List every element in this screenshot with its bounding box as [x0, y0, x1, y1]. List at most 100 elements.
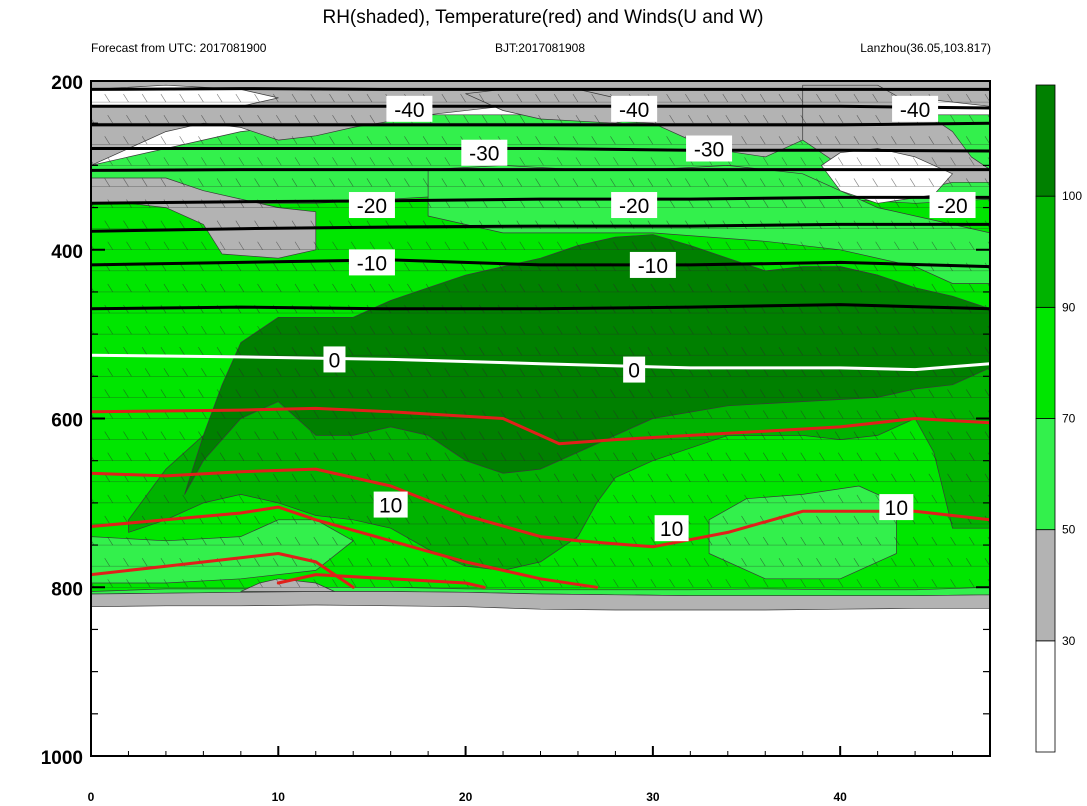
location-subtitle: Lanzhou(36.05,103.817) — [860, 41, 991, 55]
wind-barb — [198, 93, 204, 103]
wind-barb — [182, 241, 188, 250]
wind-barb — [294, 115, 301, 124]
wind-barb — [482, 579, 488, 588]
wind-barb — [759, 136, 766, 145]
wind-barb — [254, 389, 260, 398]
wind-barb — [126, 241, 132, 250]
wind-barb — [631, 325, 638, 335]
wind-barb — [894, 325, 900, 335]
wind-barb — [257, 579, 263, 588]
wind-barb — [388, 283, 394, 293]
wind-barb — [276, 494, 282, 504]
wind-barb — [819, 157, 825, 166]
wind-barb — [219, 325, 226, 335]
wind-barb — [931, 325, 938, 335]
wind-barb — [553, 347, 560, 356]
wind-barb — [894, 579, 900, 588]
wind-barb — [572, 515, 579, 525]
wind-barb — [538, 536, 544, 546]
wind-barb — [104, 515, 110, 525]
colorbar-swatch — [1035, 84, 1056, 197]
wind-barb — [631, 452, 638, 461]
wind-barb — [347, 93, 354, 103]
wind-barb — [725, 325, 732, 335]
wind-barb — [460, 93, 466, 103]
wind-barb — [931, 241, 938, 250]
isotherm-label-text: -30 — [469, 143, 499, 166]
wind-barb — [385, 136, 391, 145]
wind-barb — [254, 178, 260, 187]
wind-barb — [216, 136, 223, 145]
wind-barb — [291, 389, 298, 398]
wind-barb — [310, 178, 317, 187]
wind-barb — [591, 431, 597, 440]
wind-barb — [837, 241, 844, 250]
wind-barb — [703, 93, 710, 103]
wind-barb — [104, 220, 110, 229]
wind-barb — [912, 536, 919, 546]
wind-barb — [741, 515, 747, 525]
wind-barb — [350, 536, 357, 546]
wind-barb — [422, 473, 429, 482]
wind-barb — [332, 452, 338, 461]
wind-barb — [538, 452, 544, 461]
wind-barb — [744, 368, 750, 377]
wind-barb — [931, 283, 938, 293]
wind-barb — [872, 515, 878, 525]
wind-barb — [837, 452, 844, 461]
wind-barb — [291, 473, 298, 482]
wind-barb — [781, 115, 788, 124]
wind-barb — [572, 347, 579, 356]
wind-barb — [329, 262, 335, 272]
wind-barb — [182, 452, 188, 461]
wind-barb — [179, 93, 185, 103]
wind-barb — [497, 557, 504, 567]
wind-barb — [725, 241, 732, 250]
isotherm-label: -30 — [686, 135, 733, 162]
wind-barb — [591, 178, 597, 187]
wind-barb — [800, 368, 806, 377]
wind-barb — [369, 325, 376, 335]
wind-barb — [388, 157, 394, 166]
wind-barb — [837, 199, 844, 208]
wind-barb — [310, 389, 317, 398]
wind-barb — [107, 579, 113, 588]
wind-barb — [744, 579, 750, 588]
wind-barb — [257, 325, 263, 335]
wind-barb — [950, 157, 956, 166]
wind-barb — [347, 557, 354, 567]
wind-barb — [482, 536, 488, 546]
wind-barb — [291, 178, 298, 187]
wind-barb — [219, 115, 226, 124]
isotherm-label-text: -10 — [357, 252, 387, 275]
wind-barb — [141, 178, 148, 187]
wind-barb — [816, 389, 822, 398]
wind-barb — [741, 557, 747, 567]
wind-barb — [463, 283, 469, 293]
wind-barb — [834, 178, 841, 187]
wind-barb — [294, 157, 301, 166]
wind-barb — [762, 115, 769, 124]
wind-barb — [519, 452, 526, 461]
wind-barb — [497, 473, 504, 482]
wind-barb — [407, 157, 413, 166]
wind-barb — [872, 389, 878, 398]
wind-barb — [875, 283, 881, 293]
x-tick-label: 30 — [646, 790, 660, 804]
wind-barb — [500, 283, 507, 293]
wind-barb — [781, 494, 788, 504]
wind-barb — [987, 368, 990, 373]
isotherm-label-text: -20 — [357, 195, 387, 218]
isotherm-label: 10 — [654, 515, 689, 542]
wind-barb — [179, 347, 185, 356]
wind-barb — [254, 347, 260, 356]
wind-barb — [669, 452, 675, 461]
wind-barb — [163, 157, 170, 166]
wind-barb — [235, 431, 242, 440]
wind-barb — [703, 557, 710, 567]
wind-barb — [441, 557, 448, 567]
wind-barb — [556, 157, 563, 166]
wind-barb — [669, 494, 675, 504]
wind-barb — [781, 579, 788, 588]
wind-barb — [688, 283, 694, 293]
